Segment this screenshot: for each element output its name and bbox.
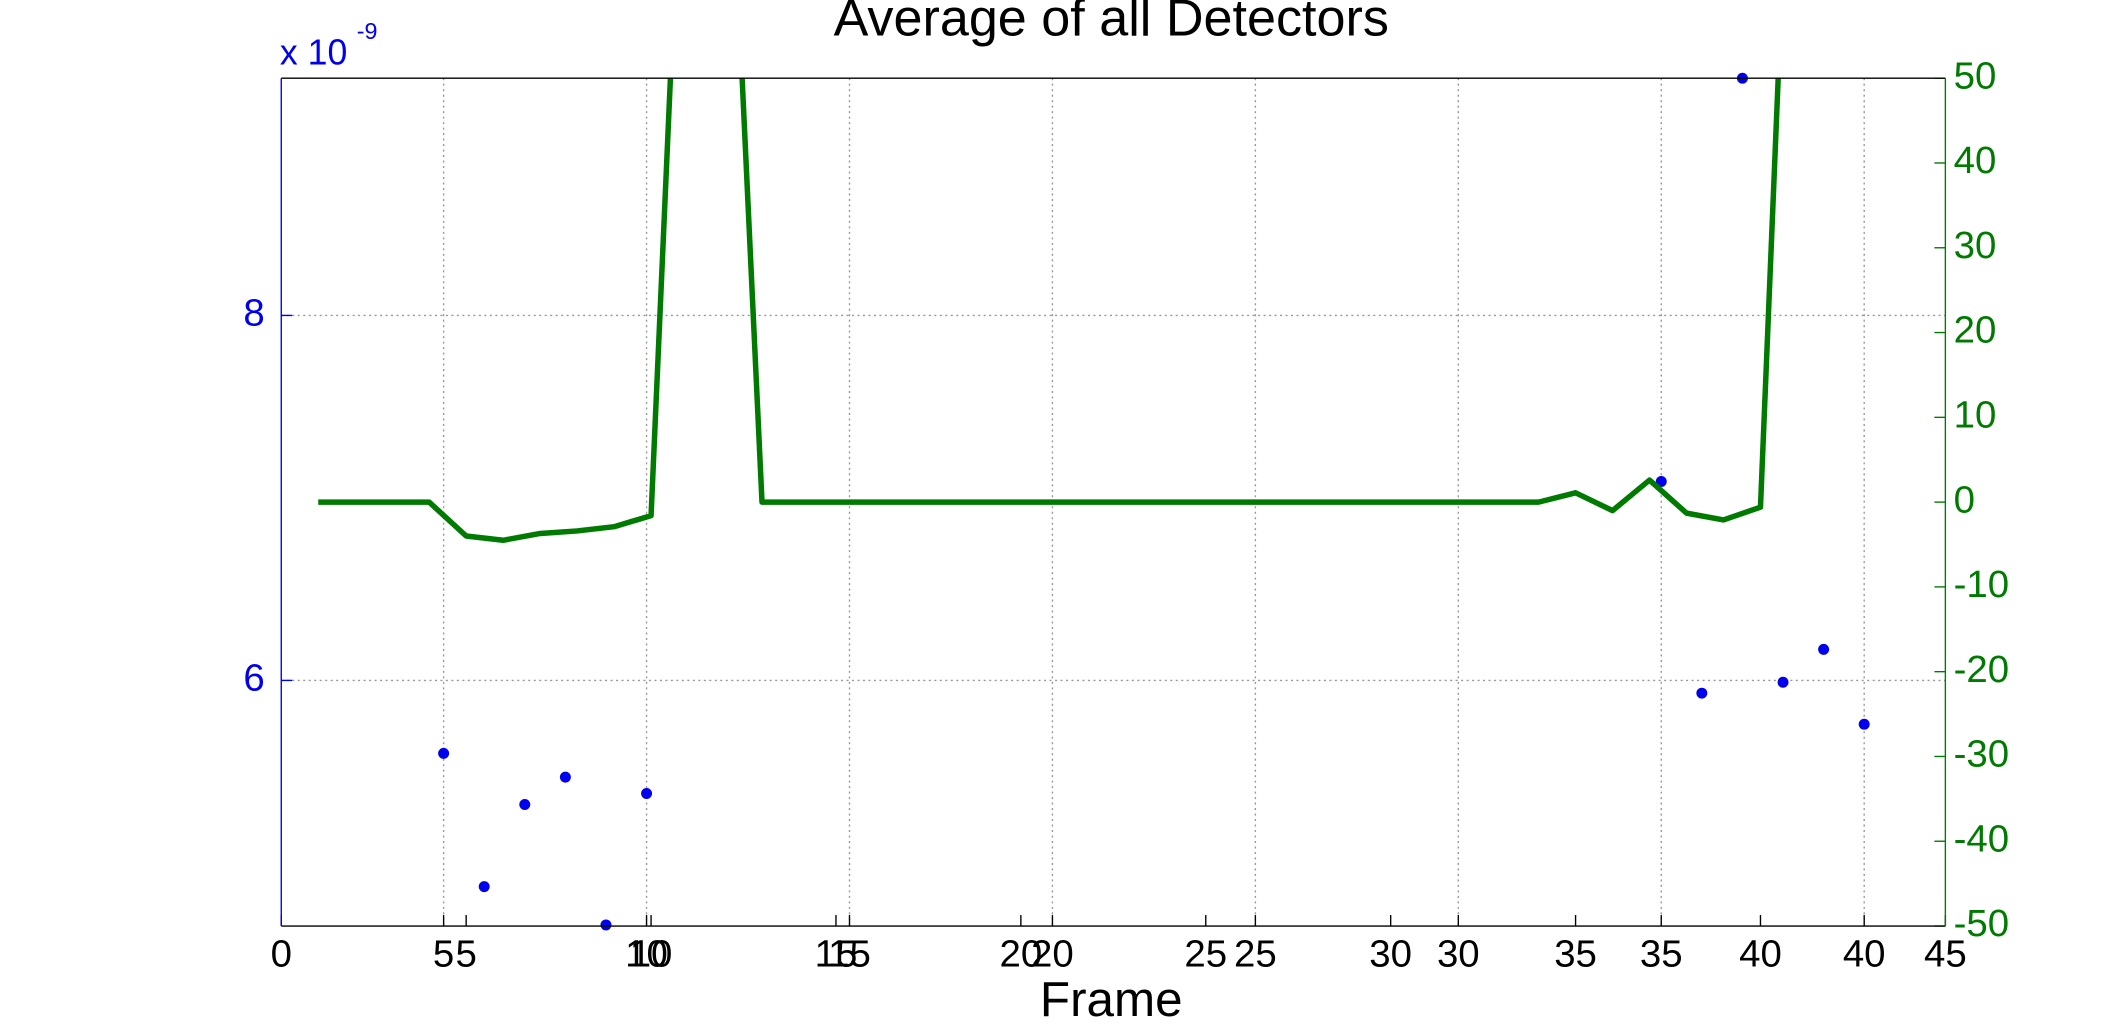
x-tick-label: 15 (815, 932, 858, 975)
scatter-point (559, 771, 571, 783)
x-tick-label: 0 (271, 932, 292, 975)
scatter-point (600, 919, 612, 931)
y-multiplier-exponent: -9 (357, 18, 378, 44)
scatter-point (1858, 718, 1870, 730)
x-tick-label: 35 (1554, 932, 1597, 975)
x-axis-label: Frame (1040, 972, 1183, 1027)
y2-tick-label: -30 (1954, 733, 2010, 776)
x-tick-label: 30 (1369, 932, 1412, 975)
y2-tick-label: 30 (1954, 224, 1997, 267)
scatter-point (1777, 676, 1789, 688)
x-tick-label: 10 (630, 932, 673, 975)
y2-tick-label: -10 (1954, 563, 2010, 606)
y-multiplier: x 10 (280, 32, 347, 72)
line-series (318, 78, 1781, 544)
x-tick-label: 40 (1739, 932, 1782, 975)
y2-tick-label: -50 (1954, 902, 2010, 945)
x-tick-label: 40 (1843, 932, 1886, 975)
scatter-point (641, 788, 653, 800)
y2-tick-label: -20 (1954, 648, 2010, 691)
y2-tick-label: 0 (1954, 478, 1975, 521)
scatter-point (519, 799, 531, 810)
y-tick-label: 8 (243, 292, 264, 335)
x-tick-label: 35 (1640, 932, 1683, 975)
scatter-point (1655, 476, 1667, 487)
y2-tick-label: 40 (1954, 139, 1997, 182)
x-tick-label: 5 (433, 932, 454, 975)
x-tick-label: 20 (1000, 932, 1043, 975)
y2-tick-label: -40 (1954, 817, 2010, 860)
y-tick-label: 6 (243, 657, 264, 700)
x-tick-label: 25 (1184, 932, 1227, 975)
x-tick-label: 15 (828, 932, 871, 975)
plot-area (318, 78, 1781, 544)
scatter-point (1696, 687, 1708, 699)
y2-tick-label: 10 (1954, 393, 1997, 436)
scatter-point (438, 747, 450, 759)
x-tick-label: 5 (455, 932, 476, 975)
x-tick-label: 25 (1234, 932, 1277, 975)
x-tick-label: 30 (1437, 932, 1480, 975)
scatter-point (1818, 643, 1830, 655)
x-tick-label: 20 (1031, 932, 1074, 975)
chart-title: Average of all Detectors (834, 0, 1389, 48)
scatter-point (478, 881, 490, 893)
x-tick-label: 45 (1924, 932, 1967, 975)
x-tick-label: 10 (625, 932, 668, 975)
y2-tick-label: 50 (1954, 54, 1997, 97)
y2-tick-label: 20 (1954, 309, 1997, 352)
